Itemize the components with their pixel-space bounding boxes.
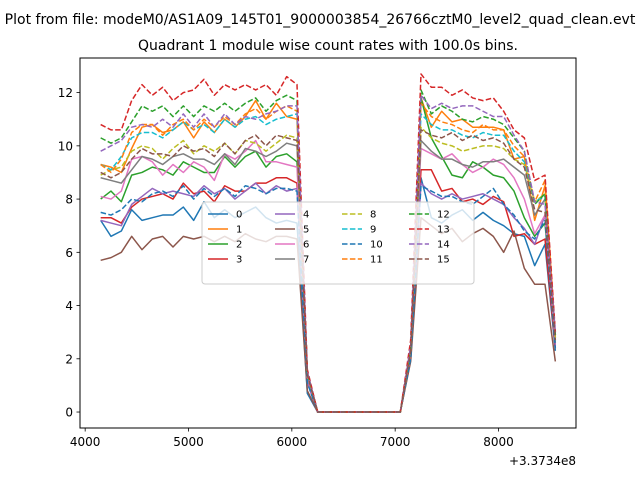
legend-label-4: 4 bbox=[303, 210, 309, 221]
series-line-13 bbox=[100, 73, 557, 413]
legend-label-8: 8 bbox=[370, 210, 376, 221]
x-offset-label: +3.3734e8 bbox=[509, 454, 576, 468]
series-line-12 bbox=[100, 89, 557, 413]
y-tick-label: 0 bbox=[65, 406, 73, 420]
series-layer bbox=[100, 73, 557, 413]
chart-title: Quadrant 1 module wise count rates with … bbox=[138, 38, 518, 54]
y-tick-label: 10 bbox=[58, 139, 73, 153]
legend-label-13: 13 bbox=[437, 225, 450, 236]
legend-label-7: 7 bbox=[303, 255, 309, 266]
x-tick-label: 5000 bbox=[173, 435, 204, 449]
legend-label-2: 2 bbox=[236, 240, 242, 251]
series-line-15 bbox=[100, 129, 557, 413]
x-tick-label: 8000 bbox=[483, 435, 514, 449]
legend-label-5: 5 bbox=[303, 225, 309, 236]
y-tick-label: 8 bbox=[65, 193, 73, 207]
series-line-10 bbox=[100, 185, 557, 413]
legend-label-15: 15 bbox=[437, 255, 450, 266]
y-tick-label: 6 bbox=[65, 246, 73, 260]
legend-box bbox=[201, 201, 475, 285]
x-tick-label: 7000 bbox=[380, 435, 411, 449]
legend-label-12: 12 bbox=[437, 210, 450, 221]
legend-label-9: 9 bbox=[370, 225, 376, 236]
y-tick-label: 2 bbox=[65, 352, 73, 366]
legend-label-6: 6 bbox=[303, 240, 309, 251]
legend-label-0: 0 bbox=[236, 210, 242, 221]
legend-label-3: 3 bbox=[236, 255, 242, 266]
legend-label-1: 1 bbox=[236, 225, 242, 236]
y-axis: 0 2 4 6 8 10 12 bbox=[58, 86, 80, 420]
axes-frame bbox=[79, 57, 577, 429]
legend-label-10: 10 bbox=[370, 240, 383, 251]
legend-label-11: 11 bbox=[370, 255, 383, 266]
legend-label-14: 14 bbox=[437, 240, 450, 251]
y-tick-label: 4 bbox=[65, 299, 73, 313]
chart-suptitle: Plot from file: modeM0/AS1A09_145T01_900… bbox=[5, 12, 636, 28]
y-tick-label: 12 bbox=[58, 86, 73, 100]
x-axis: 4000 5000 6000 7000 8000 bbox=[70, 428, 514, 449]
series-line-11 bbox=[100, 102, 557, 413]
x-tick-label: 6000 bbox=[277, 435, 308, 449]
x-tick-label: 4000 bbox=[70, 435, 101, 449]
